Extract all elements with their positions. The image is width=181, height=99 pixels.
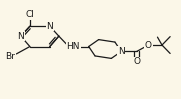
Text: O: O	[145, 41, 152, 50]
Text: Br: Br	[5, 52, 15, 61]
Text: N: N	[118, 47, 125, 56]
Text: O: O	[133, 57, 140, 66]
Text: HN: HN	[67, 42, 80, 51]
Text: N: N	[17, 32, 24, 41]
Text: Cl: Cl	[25, 10, 34, 19]
Text: N: N	[46, 22, 53, 31]
